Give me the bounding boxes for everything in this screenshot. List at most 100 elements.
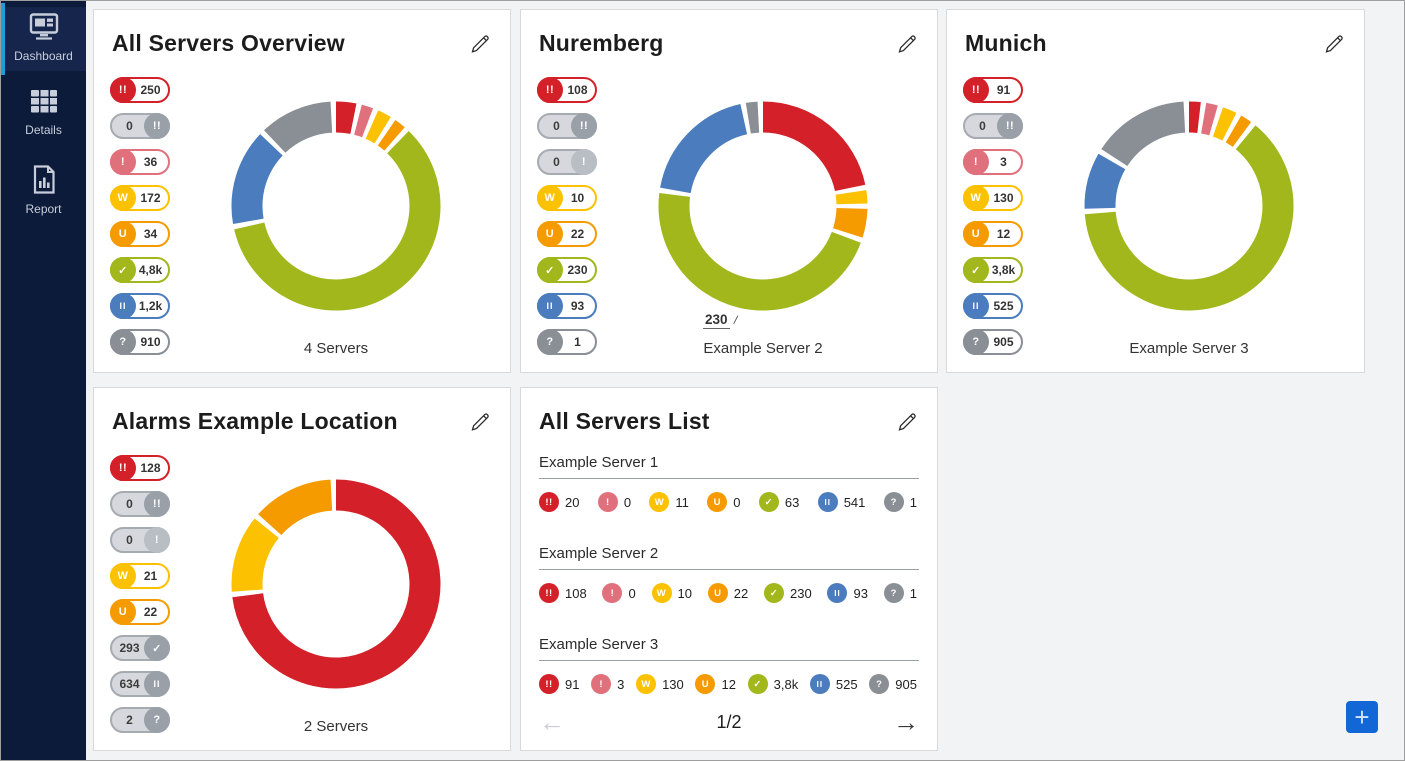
- status-toggle-unusual[interactable]: U 22: [537, 221, 597, 247]
- status-toggle-alarm[interactable]: !! 250: [110, 77, 170, 103]
- status-toggle-paused[interactable]: II 1,2k: [110, 293, 170, 319]
- next-page-arrow-icon[interactable]: →: [893, 707, 919, 737]
- add-element-button[interactable]: +: [1346, 701, 1378, 733]
- status-toggle-partial[interactable]: ! 36: [110, 149, 170, 175]
- status-toggle-partial[interactable]: ! 0: [537, 149, 597, 175]
- count-value: 1: [909, 494, 917, 510]
- badge-count: 525: [993, 299, 1014, 313]
- check-icon: ✓: [747, 674, 768, 694]
- badge-count: 93: [570, 299, 585, 313]
- chart-caption: 2 Servers: [303, 718, 369, 735]
- status-toggle-unknown[interactable]: ? 1: [537, 329, 597, 355]
- status-toggle-alarm-ack[interactable]: !! 0: [537, 113, 597, 139]
- status-toggle-up[interactable]: ✓ 4,8k: [110, 257, 170, 283]
- donut-segment-up[interactable]: [1084, 125, 1294, 311]
- status-toggle-alarm-ack[interactable]: !! 0: [110, 491, 170, 517]
- status-toggle-paused[interactable]: II 525: [963, 293, 1023, 319]
- status-toggle-unknown[interactable]: ? 910: [110, 329, 170, 355]
- sidebar-item-details[interactable]: Details: [1, 83, 86, 147]
- status-count-up: ✓ 230: [764, 583, 812, 603]
- badge-count: 2: [126, 713, 133, 727]
- status-toggle-unusual[interactable]: U 22: [110, 599, 170, 625]
- panel-all-servers-list: All Servers List Example Server 1!! 20! 0 W…: [520, 387, 938, 751]
- donut-segment-paused[interactable]: [231, 134, 284, 225]
- donut-segment-alarm[interactable]: [762, 101, 866, 192]
- donut-segment-unknown[interactable]: [745, 101, 760, 134]
- plus-icon: +: [1354, 702, 1370, 732]
- donut-segment-partial[interactable]: [1200, 102, 1218, 136]
- donut-segment-warning[interactable]: [231, 518, 280, 592]
- donut-segment-alarm[interactable]: [1188, 101, 1201, 133]
- edit-pencil-icon[interactable]: [895, 410, 919, 434]
- donut-segment-warning[interactable]: [365, 110, 391, 144]
- status-toggle-alarm[interactable]: !! 91: [963, 77, 1023, 103]
- donut-chart[interactable]: [226, 96, 446, 316]
- status-badge-column: !! 108 !! 0 ! 0 W 10 U 22 ✓ 230 II 93 ? 1: [537, 77, 597, 365]
- warning-w-icon: W: [110, 185, 136, 211]
- donut-segment-alarm[interactable]: [335, 101, 357, 134]
- server-name[interactable]: Example Server 1: [539, 446, 919, 479]
- edit-pencil-icon[interactable]: [895, 32, 919, 56]
- edit-pencil-icon[interactable]: [468, 32, 492, 56]
- unusual-u-icon: U: [963, 221, 989, 247]
- count-value: 11: [675, 494, 689, 510]
- count-value: 10: [677, 585, 692, 601]
- server-name[interactable]: Example Server 3: [539, 628, 919, 661]
- question-icon: ?: [883, 492, 904, 512]
- donut-segment-up[interactable]: [658, 193, 861, 311]
- donut-segment-paused[interactable]: [1084, 153, 1126, 209]
- warning-w-icon: W: [537, 185, 563, 211]
- status-toggle-up[interactable]: ✓ 3,8k: [963, 257, 1023, 283]
- status-toggle-partial[interactable]: ! 0: [110, 527, 170, 553]
- donut-chart[interactable]: [653, 96, 873, 316]
- donut-segment-unknown[interactable]: [264, 101, 333, 154]
- server-list: Example Server 1!! 20! 0 W 11 U 0 ✓ 63 II 541? 1 Exa…: [539, 446, 919, 719]
- unusual-u-icon: U: [707, 583, 728, 603]
- donut-segment-unusual[interactable]: [832, 207, 868, 238]
- status-toggle-warning[interactable]: W 10: [537, 185, 597, 211]
- status-toggle-up[interactable]: ✓ 230: [537, 257, 597, 283]
- badge-count: 3: [1000, 155, 1007, 169]
- status-toggle-alarm[interactable]: !! 108: [537, 77, 597, 103]
- warning-w-icon: W: [110, 563, 136, 589]
- status-toggle-warning[interactable]: W 130: [963, 185, 1023, 211]
- donut-segment-unknown[interactable]: [1101, 101, 1186, 167]
- donut-segment-up[interactable]: [234, 131, 441, 311]
- status-toggle-up[interactable]: ✓ 293: [110, 635, 170, 661]
- donut-segment-unusual[interactable]: [377, 120, 405, 151]
- server-row: Example Server 3!! 91! 3 W 130 U 12 ✓ 3,8k II 525?…: [539, 628, 919, 706]
- status-toggle-alarm-ack[interactable]: !! 0: [963, 113, 1023, 139]
- panel-munich: Munich !! 91!! 0! 3 W 130 U 12 ✓ 3,8k II 525? 905 Ex…: [946, 9, 1365, 373]
- status-toggle-warning[interactable]: W 172: [110, 185, 170, 211]
- edit-pencil-icon[interactable]: [468, 410, 492, 434]
- donut-chart[interactable]: [226, 474, 446, 694]
- donut-segment-partial[interactable]: [353, 104, 374, 138]
- donut-segment-paused[interactable]: [660, 103, 748, 194]
- status-toggle-partial[interactable]: ! 3: [963, 149, 1023, 175]
- donut-chart[interactable]: [1079, 96, 1299, 316]
- previous-page-arrow-icon[interactable]: ←: [539, 707, 565, 737]
- status-toggle-unknown[interactable]: ? 905: [963, 329, 1023, 355]
- edit-pencil-icon[interactable]: [1322, 32, 1346, 56]
- check-icon: ✓: [537, 257, 563, 283]
- status-toggle-alarm[interactable]: !! 128: [110, 455, 170, 481]
- donut-segment-warning[interactable]: [835, 190, 868, 205]
- donut-segment-warning[interactable]: [1212, 107, 1237, 141]
- status-toggle-paused[interactable]: II 93: [537, 293, 597, 319]
- server-name[interactable]: Example Server 2: [539, 537, 919, 570]
- status-toggle-unusual[interactable]: U 34: [110, 221, 170, 247]
- donut-segment-alarm[interactable]: [232, 479, 441, 689]
- double-exclamation-icon: !!: [110, 455, 136, 481]
- check-icon: ✓: [764, 583, 784, 603]
- status-toggle-warning[interactable]: W 21: [110, 563, 170, 589]
- sidebar-item-report[interactable]: Report: [1, 159, 86, 223]
- check-icon: ✓: [963, 257, 989, 283]
- status-toggle-unusual[interactable]: U 12: [963, 221, 1023, 247]
- donut-segment-unusual[interactable]: [258, 479, 333, 536]
- status-toggle-paused[interactable]: II 634: [110, 671, 170, 697]
- sidebar-item-dashboard[interactable]: Dashboard: [1, 3, 86, 75]
- donut-segment-unusual[interactable]: [1225, 115, 1252, 148]
- status-toggle-alarm-ack[interactable]: !! 0: [110, 113, 170, 139]
- status-toggle-unknown[interactable]: ? 2: [110, 707, 170, 733]
- badge-count: 0: [553, 155, 560, 169]
